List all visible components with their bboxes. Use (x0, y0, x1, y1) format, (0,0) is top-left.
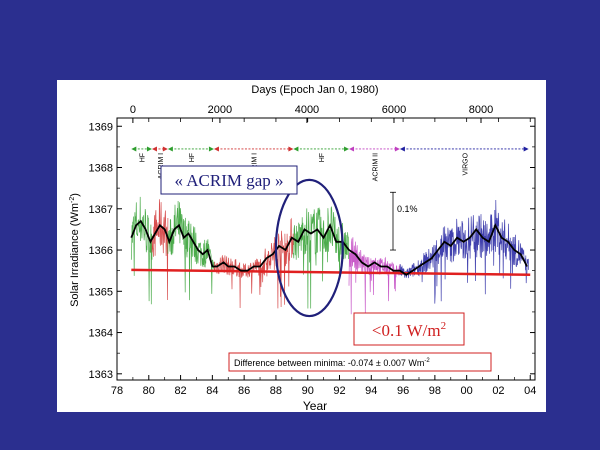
instrument-trace (399, 199, 529, 304)
instrument-arrowhead (394, 146, 400, 152)
x-tick-label: 92 (333, 385, 345, 397)
difference-box (228, 352, 492, 372)
x-tick-label: 02 (492, 385, 504, 397)
x-tick-label: 82 (174, 385, 186, 397)
instrument-arrowhead (523, 146, 529, 152)
y-axis-label: Solar Irradiance (Wm-2) (69, 193, 81, 307)
instrument-arrowhead (344, 146, 350, 152)
instrument-arrowhead (349, 146, 355, 152)
x-tick-label: 90 (302, 385, 314, 397)
instrument-arrowhead (151, 146, 157, 152)
difference-label: Difference between minima: -0.074 ± 0.00… (234, 358, 430, 368)
instrument-arrowhead (162, 146, 168, 152)
instrument-arrowhead (167, 146, 173, 152)
axes-layer: 78 80 82 84 86 88 90 92 94 96 98 00 02 04 0 2000 4000 600… (89, 104, 537, 397)
x-tick-label: 00 (461, 385, 473, 397)
x-tick-label: 80 (143, 385, 155, 397)
scale-bar-label: 0.1% (397, 204, 418, 214)
smoothed-series-line (130, 219, 528, 276)
instrument-arrowhead (293, 146, 299, 152)
instrument-arrowhead (131, 146, 137, 152)
top-tick-label: 6000 (382, 104, 406, 116)
acrim-gap-ellipse (274, 178, 344, 318)
instrument-arrowhead (208, 146, 214, 152)
x-tick-label: 88 (270, 385, 282, 397)
instrument-trace (151, 199, 169, 301)
instrument-arrowhead (213, 146, 219, 152)
top-axis-label: Days (Epoch Jan 0, 1980) (251, 84, 378, 96)
x-axis-label: Year (303, 399, 327, 412)
x-tick-label: 98 (429, 385, 441, 397)
instrument-trace (167, 200, 215, 301)
y-tick-label: 1369 (89, 121, 113, 133)
minimum-change-label: <0.1 W/m2 (372, 320, 446, 340)
x-tick-label: 96 (397, 385, 409, 397)
y-tick-label: 1367 (89, 204, 113, 216)
x-tick-label: 78 (111, 385, 123, 397)
instrument-arrowhead (146, 146, 152, 152)
x-tick-label: 94 (365, 385, 377, 397)
instrument-arrowhead (288, 146, 294, 152)
x-tick-label: 04 (524, 385, 536, 397)
minima-trend-line (131, 268, 531, 277)
y-tick-label: 1363 (89, 369, 113, 381)
x-tick-label: 84 (206, 385, 218, 397)
instrument-label: HF (140, 153, 147, 162)
x-tick-label: 86 (238, 385, 250, 397)
top-tick-label: 8000 (469, 104, 493, 116)
instrument-label: HF (319, 153, 326, 162)
y-tick-label: 1366 (89, 245, 113, 257)
instrument-trace (348, 237, 401, 315)
plot-frame (116, 117, 536, 381)
minimum-change-box (353, 312, 465, 346)
instrument-label: VIRGO (462, 152, 469, 175)
instrument-label: HF (189, 153, 196, 162)
top-tick-label: 4000 (295, 104, 319, 116)
top-tick-label: 2000 (208, 104, 232, 116)
instrument-arrowhead (399, 146, 405, 152)
top-tick-label: 0 (130, 104, 136, 116)
acrim-gap-box (160, 165, 298, 195)
acrim-gap-label: « ACRIM gap » (174, 171, 283, 190)
y-tick-label: 1364 (89, 328, 113, 340)
y-tick-label: 1365 (89, 286, 113, 298)
instrument-label: ACRIM II (372, 153, 379, 181)
instrument-trace (130, 196, 153, 305)
y-tick-label: 1368 (89, 163, 113, 175)
